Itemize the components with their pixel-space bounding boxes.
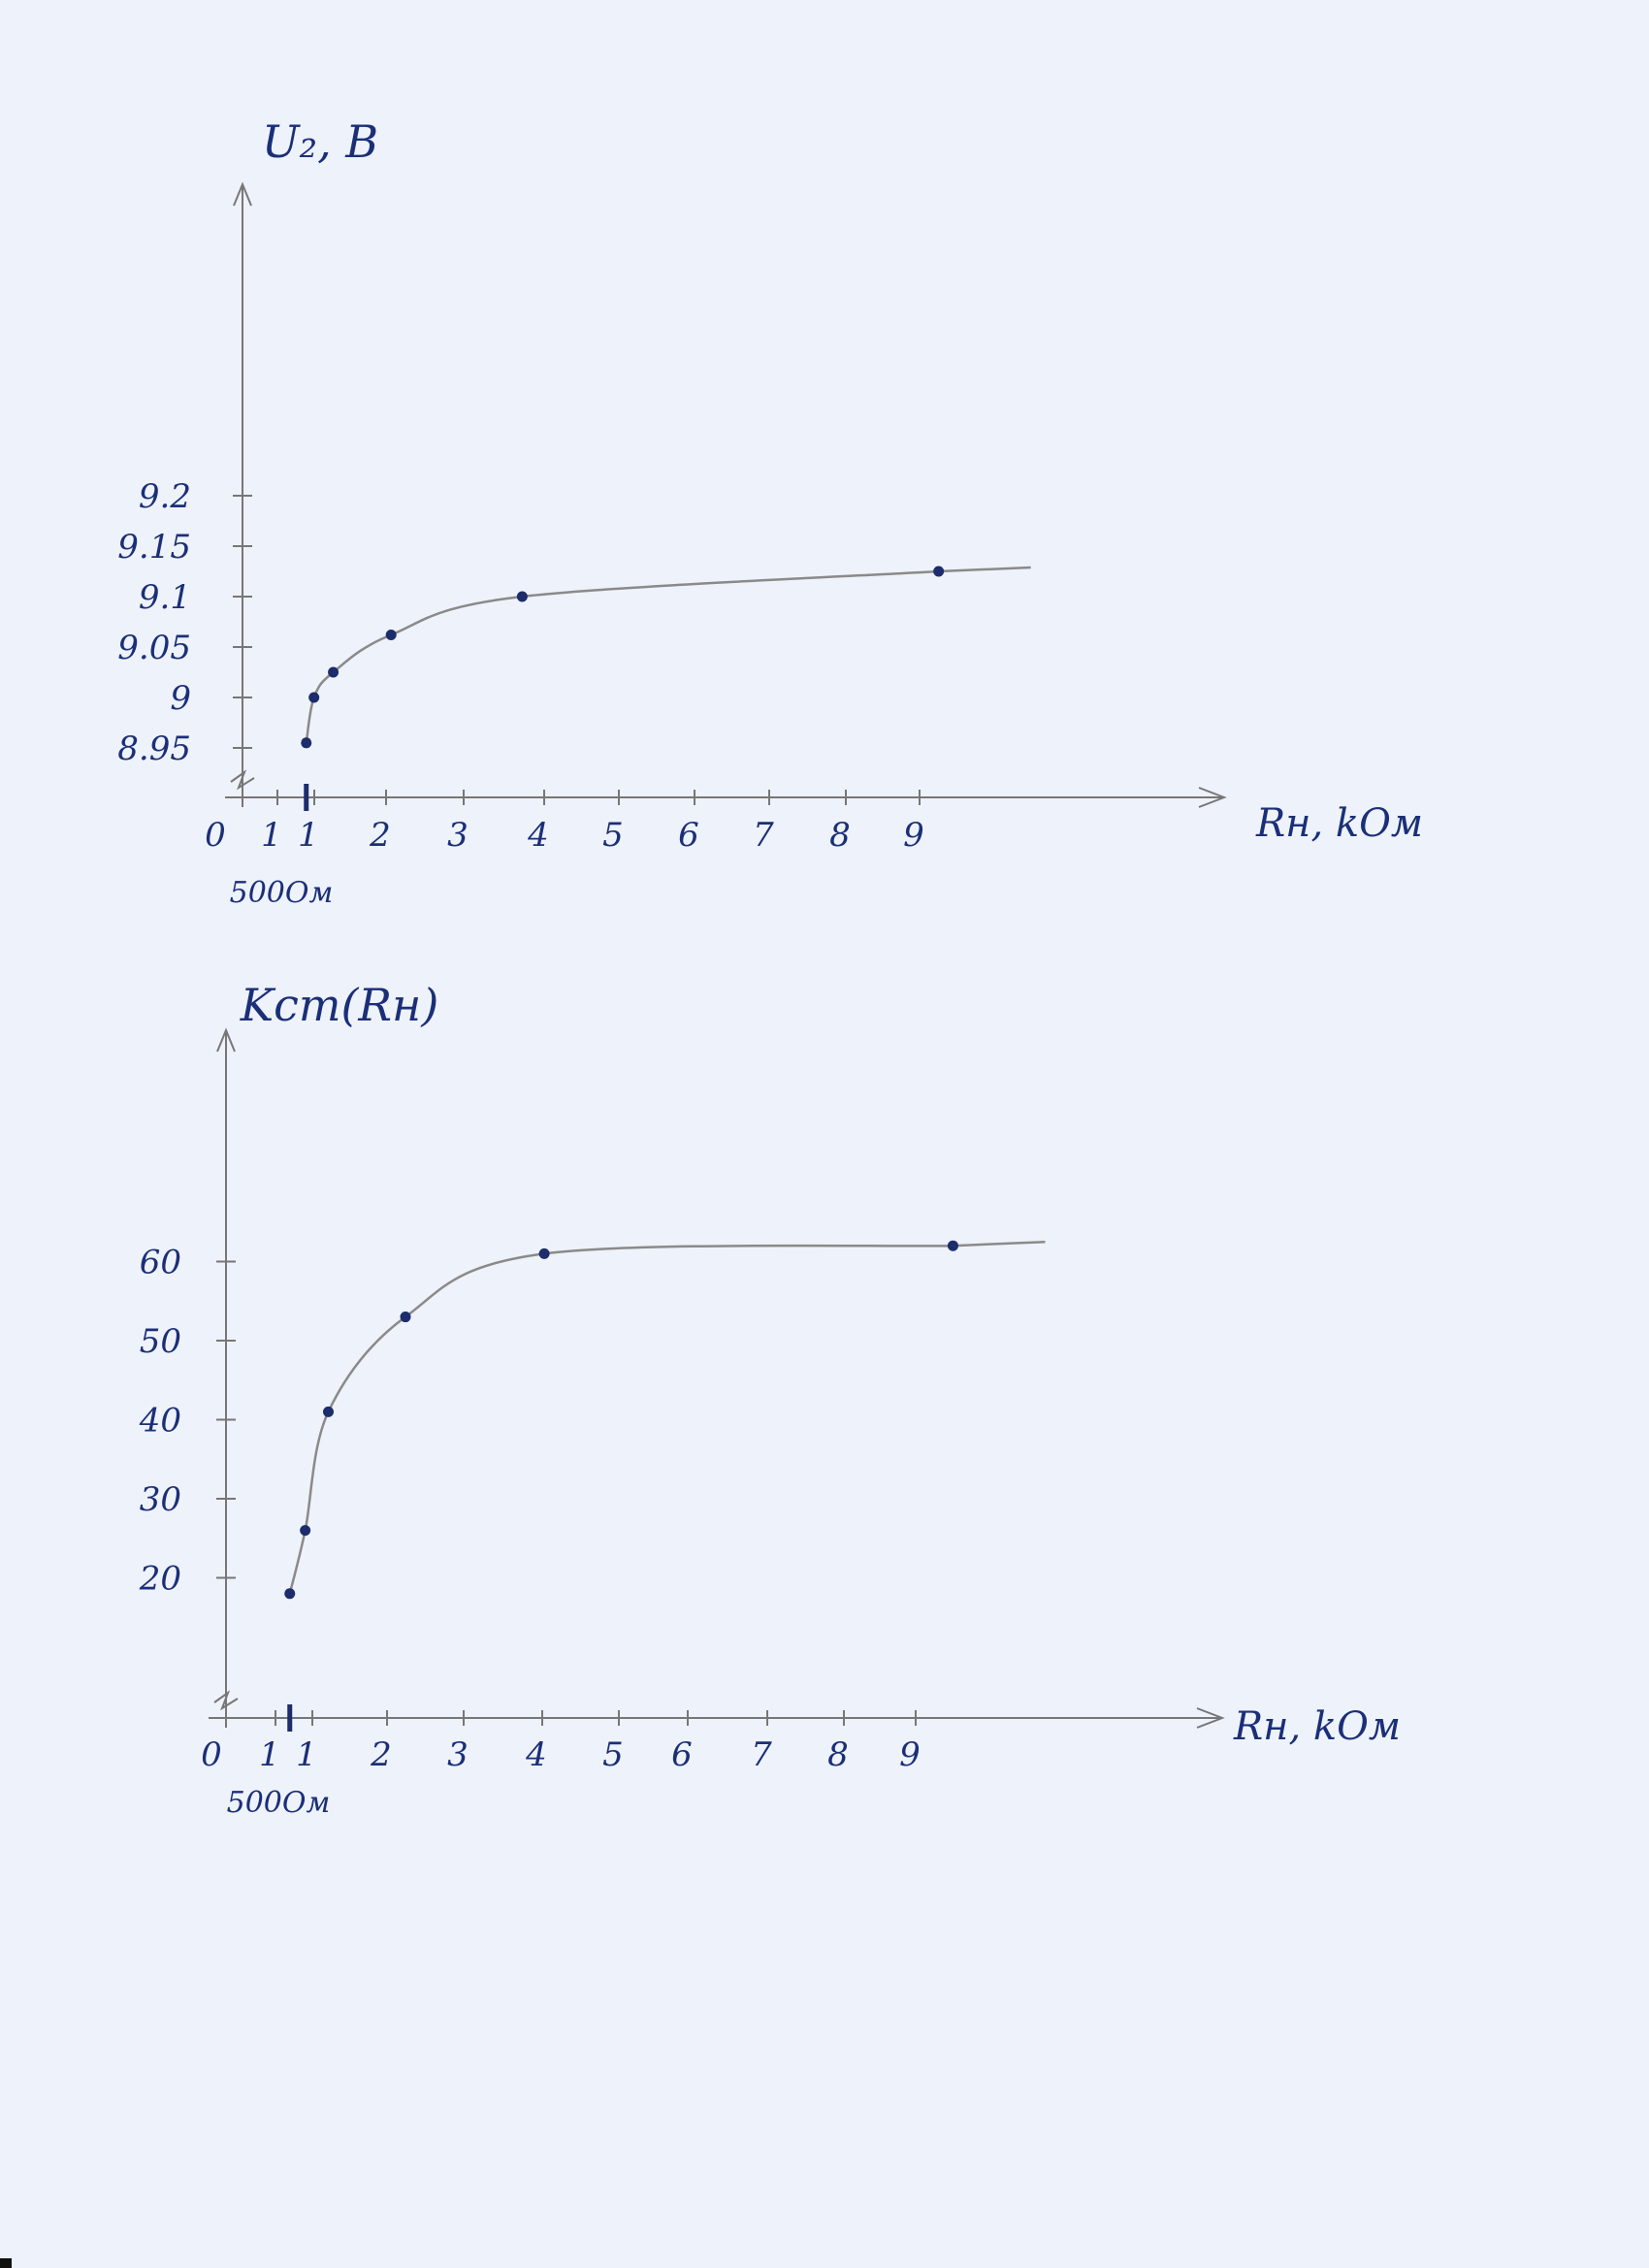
chart-title: Kст(Rн) (240, 979, 439, 1031)
x-tick-label: 3 (447, 816, 469, 855)
x-tick-label: 4 (527, 816, 549, 855)
y-tick-label: 50 (140, 1322, 181, 1361)
x-tick-label: 9 (903, 816, 924, 855)
y-tick-label: 20 (139, 1560, 181, 1599)
y-tick-label: 9.05 (117, 629, 191, 667)
data-point (517, 592, 528, 602)
data-point (401, 1312, 411, 1322)
y-tick-label: 9.1 (139, 578, 191, 617)
y-tick-label: 60 (140, 1244, 181, 1282)
data-point (328, 667, 339, 678)
x-tick-label: 2 (370, 1735, 392, 1774)
x-tick-label: 2 (369, 816, 391, 855)
y-tick-label: 9 (170, 679, 191, 718)
axis-break-mark (231, 772, 254, 788)
x-tick-label: 8 (829, 816, 851, 855)
x-tick-label: 0 (205, 816, 226, 855)
x-tick-label: 0 (201, 1735, 222, 1774)
chart-title: U₂, B (262, 115, 378, 168)
x-tick-label: 1 (259, 1735, 280, 1774)
series-line (307, 567, 1031, 743)
x-tick-label: 7 (753, 816, 774, 855)
x-tick-label: 3 (447, 1735, 469, 1774)
y-tick-label: 30 (140, 1480, 181, 1519)
scan-corner-mark (0, 2258, 12, 2268)
y-tick-label: 40 (139, 1402, 181, 1441)
x-tick-label: 9 (899, 1735, 921, 1774)
x-tick-label: 6 (678, 816, 699, 855)
data-point (539, 1248, 550, 1259)
x-tick-label: 5 (602, 816, 624, 855)
y-tick-label: 8.95 (117, 729, 191, 768)
x-axis-label: Rн, kОм (1233, 1704, 1401, 1749)
y-tick-label: 9.15 (117, 528, 191, 567)
x-tick-label: 1 (298, 816, 319, 855)
data-point (323, 1407, 334, 1417)
data-point (301, 737, 311, 748)
x-tick-label: 1 (261, 816, 282, 855)
x-axis-note: 500Ом (230, 876, 334, 910)
x-axis-label: Rн, kОм (1255, 801, 1423, 846)
y-tick-label: 9.2 (139, 477, 191, 516)
x-tick-label: 6 (671, 1735, 693, 1774)
data-point (308, 693, 319, 703)
data-point (284, 1588, 295, 1599)
x-tick-label: 1 (296, 1735, 317, 1774)
x-tick-label: 7 (751, 1735, 772, 1774)
data-point (948, 1241, 958, 1251)
data-point (933, 567, 944, 577)
series-line (290, 1242, 1046, 1594)
data-point (386, 630, 397, 640)
x-axis-note: 500Ом (227, 1786, 331, 1820)
x-tick-label: 4 (525, 1735, 547, 1774)
axis-break-mark (214, 1693, 238, 1708)
x-tick-label: 8 (827, 1735, 849, 1774)
x-tick-label: 5 (602, 1735, 624, 1774)
data-point (300, 1525, 310, 1536)
